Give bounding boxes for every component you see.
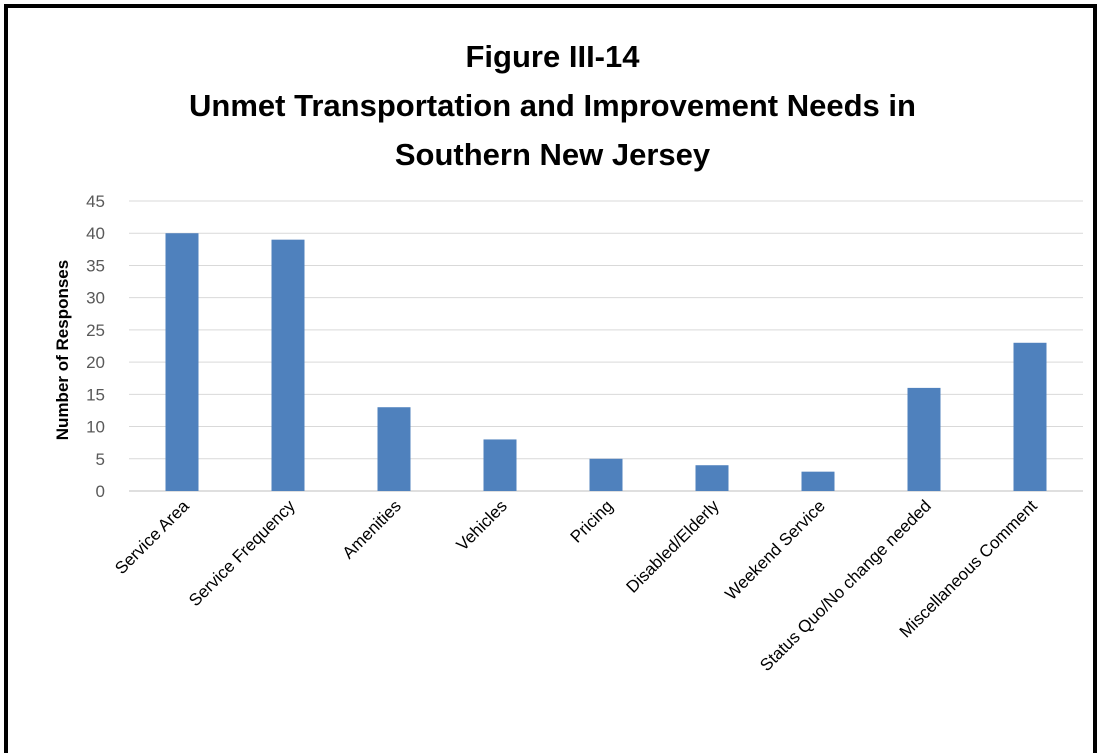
- y-tick-label: 25: [86, 321, 105, 340]
- category-label: Weekend Service: [721, 496, 828, 603]
- y-tick-label: 40: [86, 224, 105, 243]
- y-tick-label: 5: [96, 450, 105, 469]
- y-tick-label: 0: [96, 482, 105, 501]
- chart-title-line-3: Southern New Jersey: [394, 137, 711, 172]
- y-tick-label: 15: [86, 385, 105, 404]
- category-label: Amenities: [339, 496, 405, 562]
- category-label: Pricing: [567, 496, 617, 546]
- category-label: Vehicles: [453, 496, 511, 554]
- bar: [1013, 342, 1047, 491]
- category-label: Disabled/Elderly: [623, 496, 724, 597]
- bar: [377, 407, 411, 491]
- category-label: Service Frequency: [185, 496, 299, 610]
- y-tick-label: 20: [86, 353, 105, 372]
- chart-title-line-1: Figure III-14: [465, 39, 640, 74]
- category-label: Service Area: [111, 496, 193, 578]
- y-tick-labels: 0 5 10 15 20 25 30 35 40 45: [86, 192, 105, 501]
- bar: [907, 387, 941, 491]
- bar: [695, 465, 729, 491]
- bars: [165, 233, 1047, 491]
- y-tick-label: 30: [86, 289, 105, 308]
- bar: [589, 458, 623, 491]
- bar: [483, 439, 517, 491]
- y-axis-label: Number of Responses: [53, 260, 72, 440]
- y-tick-label: 35: [86, 256, 105, 275]
- bar: [271, 239, 305, 491]
- chart-title-line-2: Unmet Transportation and Improvement Nee…: [189, 88, 916, 123]
- y-tick-label: 45: [86, 192, 105, 211]
- y-tick-label: 10: [86, 418, 105, 437]
- category-label: Status Quo/No change needed: [756, 496, 935, 675]
- bar: [801, 471, 835, 491]
- bar: [165, 233, 199, 491]
